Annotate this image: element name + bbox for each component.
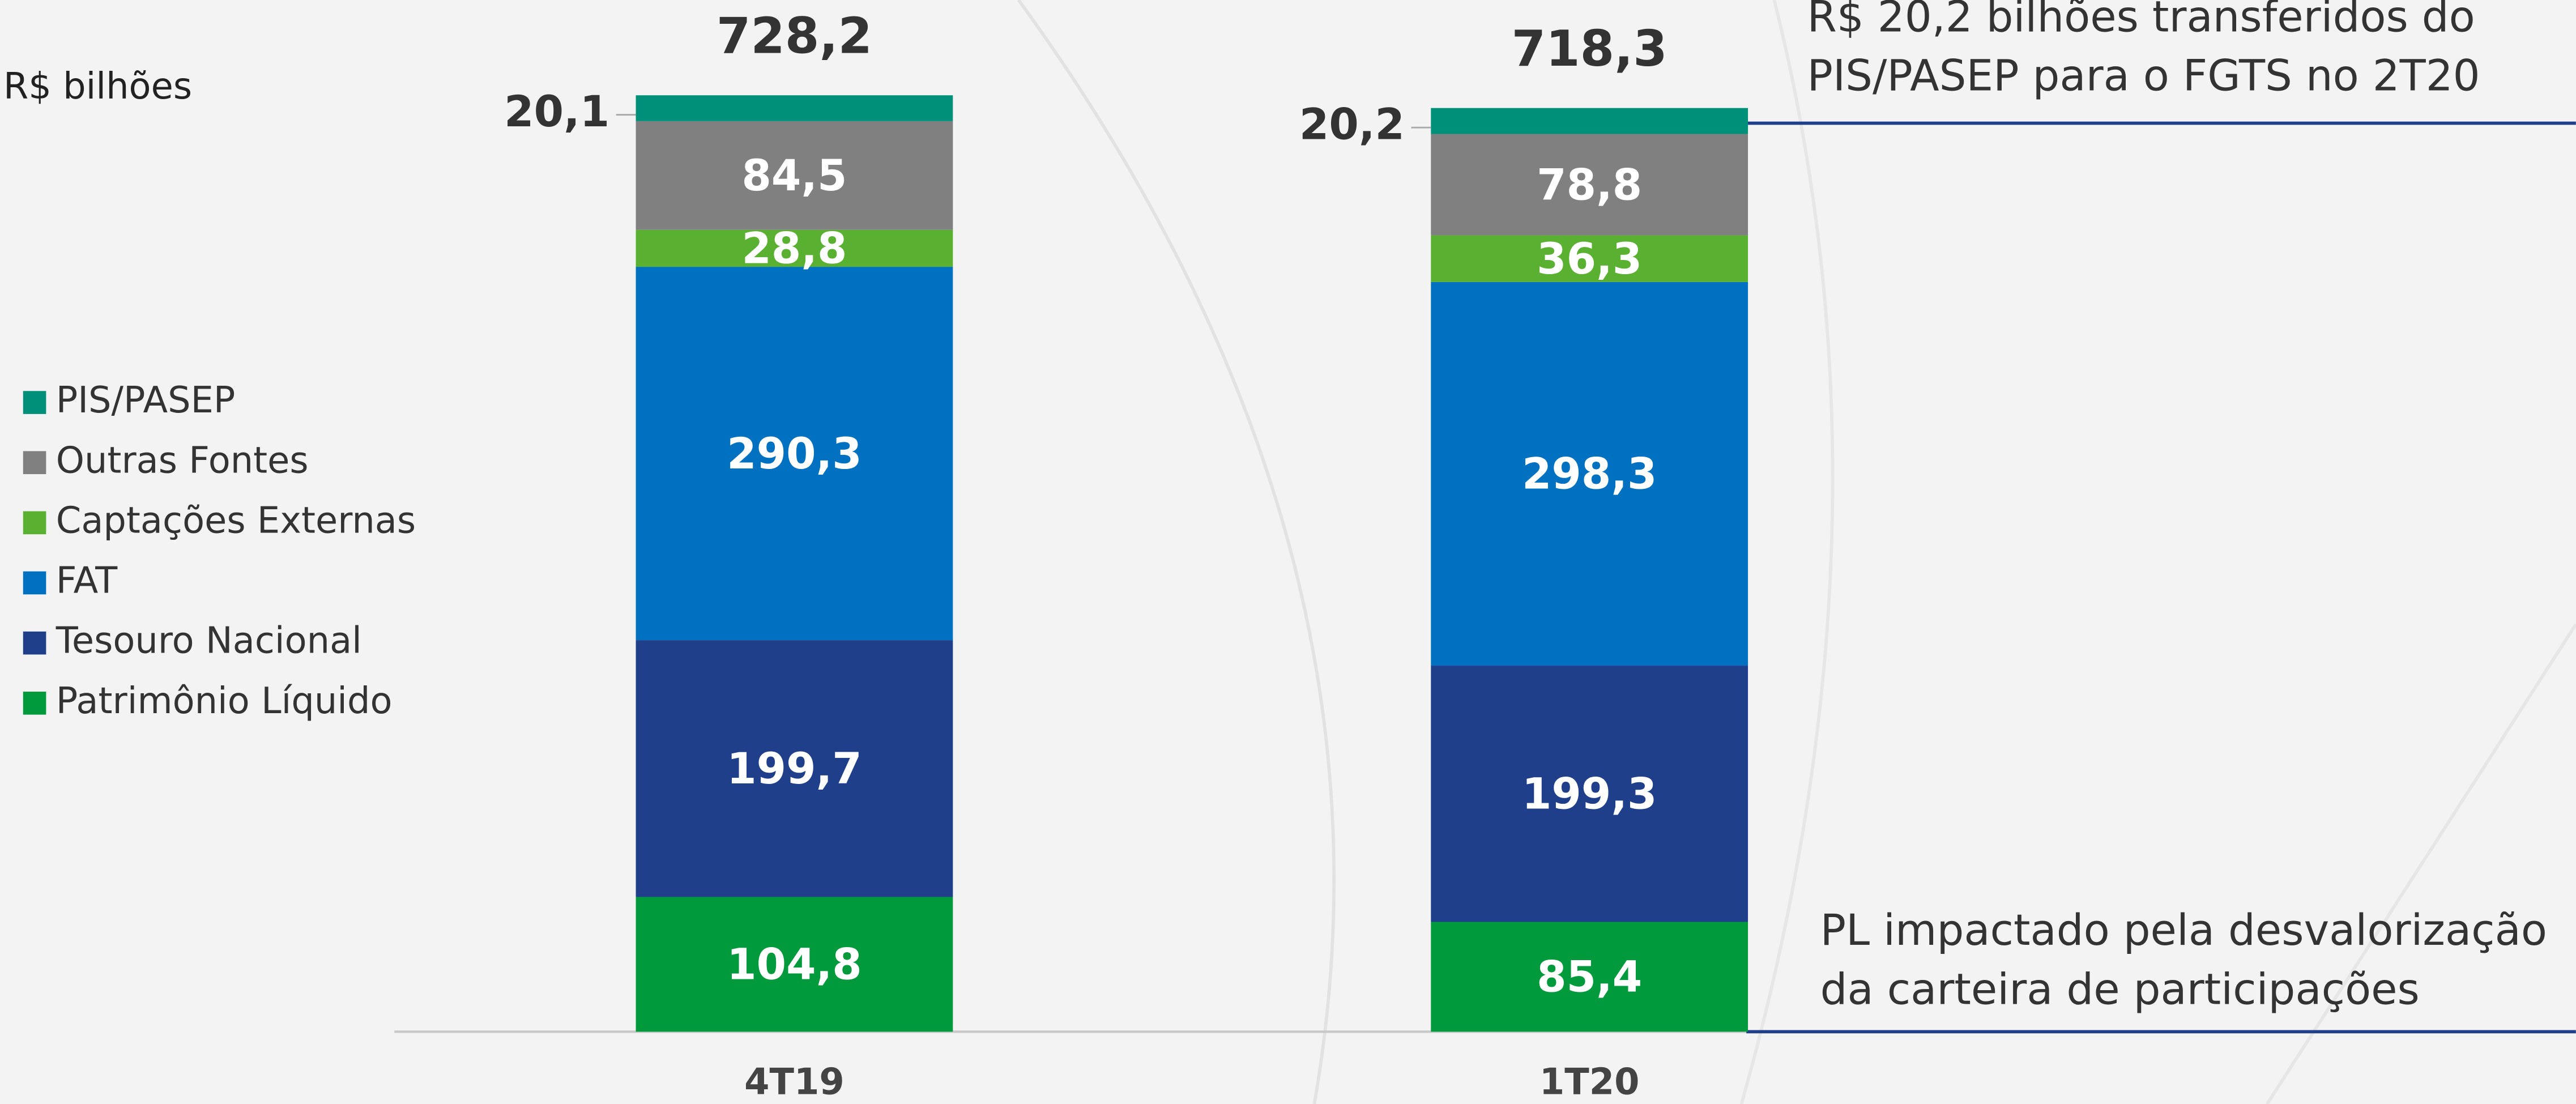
legend-label: PIS/PASEP [56,380,236,421]
bar-segment [636,640,953,897]
bar-segment [1431,108,1748,134]
annotation: PL impactado pela desvalorização [1820,905,2547,955]
total-label: 718,3 [1512,20,1667,78]
legend-label: FAT [56,560,118,602]
decor-arc [2266,623,2576,1104]
data-label: 20,1 [504,87,609,137]
data-label: 199,3 [1522,769,1657,819]
data-label: 84,5 [741,151,847,201]
legend-label: Patrimônio Líquido [56,680,393,722]
data-label: 85,4 [1537,952,1642,1002]
legend-swatch [23,391,46,414]
bar-segment [1431,282,1748,666]
data-label: 78,8 [1537,160,1642,210]
bar-segment [1431,134,1748,236]
bar-segment [636,897,953,1032]
legend-label: Outras Fontes [56,440,309,481]
bar-segment [636,121,953,230]
data-label: 298,3 [1522,449,1657,499]
decor-arc [1017,0,1336,1104]
bar-segment [1431,235,1748,282]
data-label: 20,2 [1299,100,1405,150]
data-label: 290,3 [727,429,861,479]
x-tick-label: 4T19 [744,1062,845,1103]
decor-arc [1739,0,1835,1104]
x-tick-label: 1T20 [1539,1062,1640,1103]
annotation: R$ 20,2 bilhões transferidos do [1807,0,2475,41]
unit-label: R$ bilhões [3,66,192,108]
total-label: 728,2 [716,7,872,65]
data-label: 104,8 [727,940,861,990]
bar-segment [1431,922,1748,1032]
legend-swatch [23,571,46,595]
bar-segment [636,95,953,121]
legend-label: Captações Externas [56,500,416,542]
legend-swatch [23,511,46,535]
annotation: PIS/PASEP para o FGTS no 2T20 [1807,51,2480,101]
bar-segment [636,229,953,267]
data-label: 28,8 [741,224,847,274]
bar-segment [636,267,953,641]
legend-swatch [23,631,46,655]
legend-label: Tesouro Nacional [56,620,362,662]
legend-swatch [23,451,46,475]
bar-segment [1431,666,1748,922]
annotation: da carteira de participações [1820,964,2420,1014]
legend-swatch [23,692,46,715]
data-label: 199,7 [727,744,861,794]
data-label: 36,3 [1537,234,1642,284]
